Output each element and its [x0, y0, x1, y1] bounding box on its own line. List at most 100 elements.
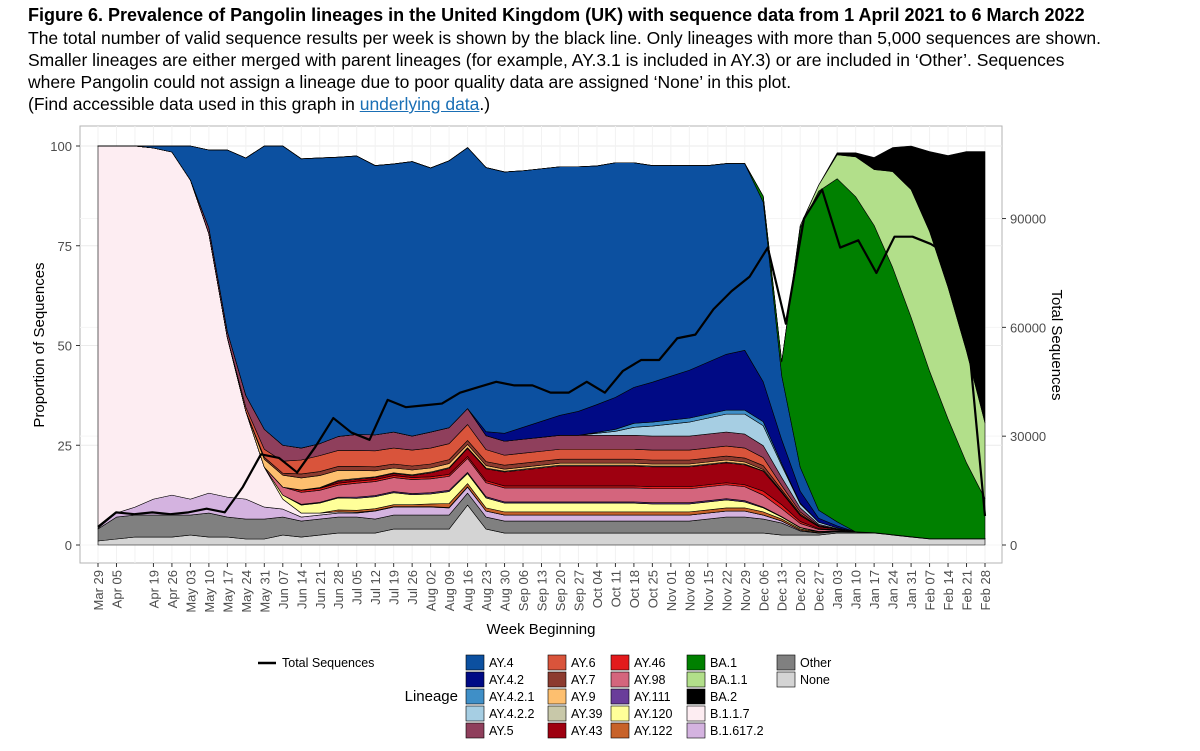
x-tick-label: Jan 31 [904, 570, 919, 609]
legend-label-ay-111: AY.111 [634, 690, 671, 704]
x-tick-label: Dec 27 [812, 570, 827, 611]
legend-label-ba-2: BA.2 [710, 690, 737, 704]
legend-key-none [776, 671, 796, 688]
figure-description-line-3: where Pangolin could not assign a lineag… [28, 72, 792, 92]
accessible-data-suffix: .) [479, 94, 491, 114]
x-tick-label: Jul 12 [368, 570, 383, 605]
legend-key-b-1-617-2 [686, 722, 706, 739]
x-tick-label: Jun 07 [276, 570, 291, 609]
x-tick-label: Aug 30 [498, 570, 513, 611]
y-tick-label: 25 [58, 438, 72, 453]
legend-label-ay-7: AY.7 [571, 673, 596, 687]
y2-tick-label: 30000 [1010, 429, 1046, 444]
legend-key-ay-5 [465, 722, 485, 739]
legend-label-ay-4-2-2: AY.4.2.2 [489, 707, 534, 721]
legend-label-ay-120: AY.120 [634, 707, 673, 721]
legend-key-ay-4-2-1 [465, 688, 485, 705]
x-tick-label: Jan 17 [867, 570, 882, 609]
legend-key-other [776, 654, 796, 671]
legend-key-ay-122 [610, 722, 630, 739]
legend-label-ba-1: BA.1 [710, 656, 737, 670]
legend-label-ay-4-2: AY.4.2 [489, 673, 524, 687]
x-tick-label: Dec 06 [756, 570, 771, 611]
figure-description-line-4: (Find accessible data used in this graph… [28, 93, 1188, 115]
x-tick-label: Dec 20 [793, 570, 808, 611]
x-tick-label: Feb 14 [941, 570, 956, 610]
y-tick-label: 0 [65, 538, 72, 553]
x-axis-title: Week Beginning [487, 621, 596, 638]
x-tick-label: Oct 18 [627, 570, 642, 608]
legend-key-ay-120 [610, 705, 630, 722]
legend-title: Lineage [405, 688, 458, 705]
figure-header: Figure 6. Prevalence of Pangolin lineage… [28, 4, 1188, 115]
legend-label-none: None [800, 673, 830, 687]
legend-label-ba-1-1: BA.1.1 [710, 673, 748, 687]
x-tick-label: Jan 03 [830, 570, 845, 609]
x-tick-label: Nov 15 [701, 570, 716, 611]
legend-label-ay-4: AY.4 [489, 656, 514, 670]
x-tick-label: Aug 09 [442, 570, 457, 611]
total-sequences-line [97, 188, 987, 528]
legend-key-ay-7 [547, 671, 567, 688]
legend-key-ay-46 [610, 654, 630, 671]
x-tick-label: Nov 08 [682, 570, 697, 611]
x-tick-label: Jan 10 [849, 570, 864, 609]
legend-key-ay-4 [465, 654, 485, 671]
x-tick-label: Nov 01 [664, 570, 679, 611]
legend-label-ay-46: AY.46 [634, 656, 666, 670]
legend-key-ba-1-1 [686, 671, 706, 688]
accessible-data-prefix: (Find accessible data used in this graph… [28, 94, 360, 114]
underlying-data-link[interactable]: underlying data [359, 94, 480, 114]
x-tick-label: May 17 [220, 570, 235, 613]
y-tick-label: 50 [58, 339, 72, 354]
x-tick-label: Jul 05 [350, 570, 365, 605]
x-tick-label: Sep 20 [553, 570, 568, 611]
legend-label-ay-98: AY.98 [634, 673, 666, 687]
x-tick-label: Feb 07 [923, 570, 938, 610]
x-tick-label: Jan 24 [886, 570, 901, 609]
y2-axis-title: Total Sequences [1048, 290, 1065, 401]
x-tick-label: Aug 23 [479, 570, 494, 611]
x-tick-label: Oct 11 [608, 570, 623, 607]
figure-description-line-1: The total number of valid sequence resul… [28, 28, 1101, 48]
x-tick-label: Oct 04 [590, 570, 605, 608]
x-tick-label: Jun 21 [313, 570, 328, 609]
y-tick-label: 100 [50, 139, 72, 154]
legend-key-b-1-1-7 [686, 705, 706, 722]
legend-key-ay-43 [547, 722, 567, 739]
legend-label-b-1-617-2: B.1.617.2 [710, 724, 764, 738]
x-tick-label: Jun 14 [294, 570, 309, 609]
legend-label-other: Other [800, 656, 831, 670]
x-tick-label: Apr 05 [109, 570, 124, 608]
legend-label-ay-5: AY.5 [489, 724, 514, 738]
x-tick-label: Sep 06 [516, 570, 531, 611]
y2-tick-label: 60000 [1010, 320, 1046, 335]
x-tick-label: May 31 [257, 570, 272, 613]
x-tick-label: Dec 13 [775, 570, 790, 611]
legend-line-label: Total Sequences [282, 656, 374, 670]
x-tick-label: Mar 29 [91, 570, 106, 610]
legend-label-ay-6: AY.6 [571, 656, 596, 670]
area-ba-2 [97, 145, 986, 424]
legend-label-ay-39: AY.39 [571, 707, 603, 721]
y2-tick-label: 0 [1010, 538, 1017, 553]
legend-label-ay-4-2-1: AY.4.2.1 [489, 690, 534, 704]
x-tick-label: Aug 16 [461, 570, 476, 611]
x-tick-label: Sep 13 [535, 570, 550, 611]
legend-key-ba-1 [686, 654, 706, 671]
x-tick-label: May 03 [183, 570, 198, 613]
x-tick-label: May 10 [202, 570, 217, 613]
y2-tick-label: 90000 [1010, 212, 1046, 227]
x-tick-label: Nov 29 [738, 570, 753, 611]
x-tick-label: Jul 19 [387, 570, 402, 605]
x-tick-label: Feb 28 [978, 570, 993, 610]
legend-label-b-1-1-7: B.1.1.7 [710, 707, 750, 721]
y-axis-title: Proportion of Sequences [31, 262, 48, 427]
x-tick-label: Oct 25 [645, 570, 660, 608]
legend-key-ay-4-2 [465, 671, 485, 688]
legend-key-ba-2 [686, 688, 706, 705]
legend-key-ay-39 [547, 705, 567, 722]
x-tick-label: Jun 28 [331, 570, 346, 609]
legend-key-ay-111 [610, 688, 630, 705]
